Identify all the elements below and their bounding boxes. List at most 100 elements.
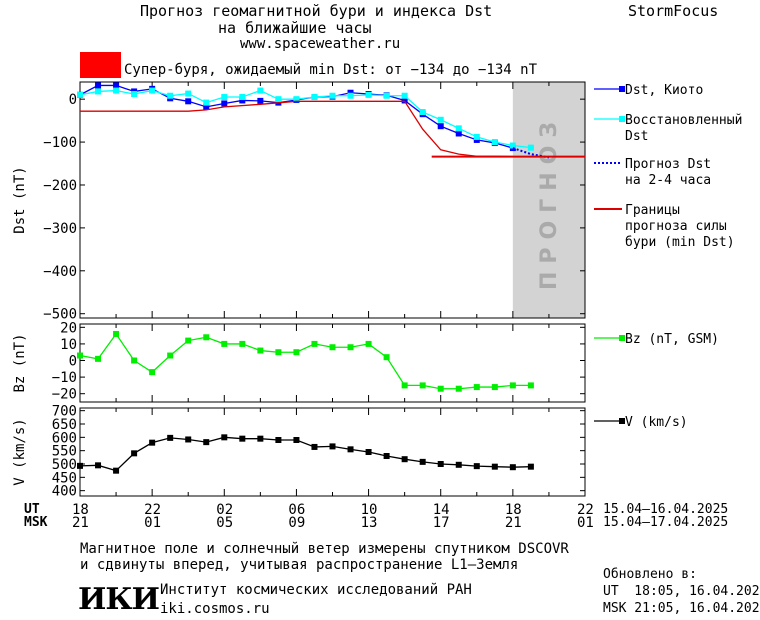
data-point	[527, 382, 534, 389]
msk-tick-label: 01	[577, 515, 594, 531]
institute-site[interactable]: iki.cosmos.ru	[160, 601, 270, 617]
ut-tick-label: 22	[144, 502, 161, 518]
plot-frame	[79, 323, 586, 403]
forecast-band	[512, 82, 585, 318]
plot-frame	[79, 81, 586, 319]
data-point	[401, 456, 408, 463]
msk-tick-label: 21	[504, 515, 522, 531]
data-point	[473, 463, 480, 470]
ut-tick-label: 22	[577, 502, 594, 518]
data-point	[293, 349, 300, 356]
data-point	[437, 116, 444, 123]
data-point	[113, 467, 120, 474]
brand-label: StormFocus	[628, 2, 719, 20]
chart-title: Прогноз геомагнитной бури и индекса Dst	[140, 2, 493, 20]
msk-tick-label: 17	[432, 515, 450, 531]
y-tick-label: 500	[52, 457, 77, 473]
plot-frame	[79, 407, 586, 497]
data-point	[329, 92, 336, 99]
data-point	[77, 91, 83, 98]
data-point	[257, 87, 264, 94]
data-point	[491, 139, 498, 146]
data-point	[455, 130, 462, 137]
site-url[interactable]: www.spaceweather.ru	[240, 36, 401, 52]
ut-tick-label: 02	[216, 502, 234, 518]
data-point	[221, 94, 228, 101]
data-point	[221, 100, 228, 107]
data-point	[347, 92, 354, 99]
ut-tick-label: 18	[72, 502, 89, 518]
data-point	[149, 439, 156, 446]
msk-tick-label: 05	[216, 515, 234, 531]
data-point	[383, 354, 390, 361]
data-point	[221, 434, 228, 441]
data-point	[455, 461, 462, 468]
data-point	[437, 461, 444, 467]
y-tick-label: 10	[60, 337, 77, 353]
data-point	[167, 352, 174, 359]
updated-msk: MSK 21:05, 16.04.2025	[603, 601, 760, 616]
data-point	[347, 446, 354, 453]
updated-label: Обновлено в:	[603, 567, 697, 582]
data-point	[401, 97, 408, 104]
data-point	[401, 92, 408, 99]
data-point	[491, 384, 498, 391]
data-point	[77, 462, 83, 469]
institute-name: Институт космических исследований РАН	[160, 582, 472, 598]
data-point	[257, 347, 264, 354]
data-point	[311, 94, 318, 101]
data-point	[401, 382, 408, 389]
data-point	[347, 89, 354, 96]
y-axis-label: Dst (nT)	[12, 166, 28, 233]
y-tick-label: 550	[52, 444, 77, 460]
msk-label: MSK	[24, 515, 48, 530]
y-tick-label: −20	[52, 387, 77, 403]
data-point	[527, 463, 534, 470]
updated-ut: UT 18:05, 16.04.2025	[603, 584, 760, 599]
data-point	[383, 92, 390, 99]
footer-note-1: Магнитное поле и солнечный ветер измерен…	[80, 541, 569, 557]
msk-tick-label: 13	[360, 515, 378, 531]
y-tick-label: −10	[52, 370, 77, 386]
data-point	[221, 340, 228, 347]
data-point	[203, 103, 210, 110]
data-point	[95, 462, 102, 469]
data-point	[167, 92, 174, 99]
data-point	[185, 337, 192, 344]
y-tick-label: 20	[60, 320, 77, 336]
y-tick-label: −200	[43, 178, 77, 194]
data-point	[77, 352, 83, 359]
series-line-1	[79, 89, 531, 149]
data-point	[419, 109, 426, 116]
data-point	[491, 463, 498, 470]
series-line-0	[79, 332, 531, 390]
y-tick-label: 400	[52, 484, 77, 500]
msk-tick-label: 21	[72, 515, 89, 531]
y-tick-label: −400	[43, 264, 77, 280]
data-point	[419, 382, 426, 389]
data-point	[239, 435, 246, 442]
msk-range: 15.04–17.04.2025	[603, 515, 729, 530]
data-point	[257, 97, 264, 104]
data-point	[383, 453, 390, 459]
data-point	[473, 384, 480, 391]
data-point	[95, 82, 102, 89]
y-tick-label: 700	[52, 404, 77, 420]
data-point	[167, 434, 174, 441]
data-point	[239, 97, 246, 104]
data-point	[203, 439, 210, 446]
y-tick-label: −100	[43, 135, 77, 151]
ut-label: UT	[24, 502, 40, 517]
legend-text: Dst	[625, 129, 648, 144]
data-point	[455, 385, 462, 392]
legend-marker	[619, 335, 625, 341]
data-point	[131, 357, 138, 364]
data-point	[257, 435, 264, 442]
msk-tick-label: 01	[144, 515, 161, 531]
data-point	[365, 91, 372, 98]
legend-marker	[619, 116, 625, 122]
y-axis-label: V (km/s)	[12, 418, 28, 485]
data-point	[509, 464, 516, 471]
